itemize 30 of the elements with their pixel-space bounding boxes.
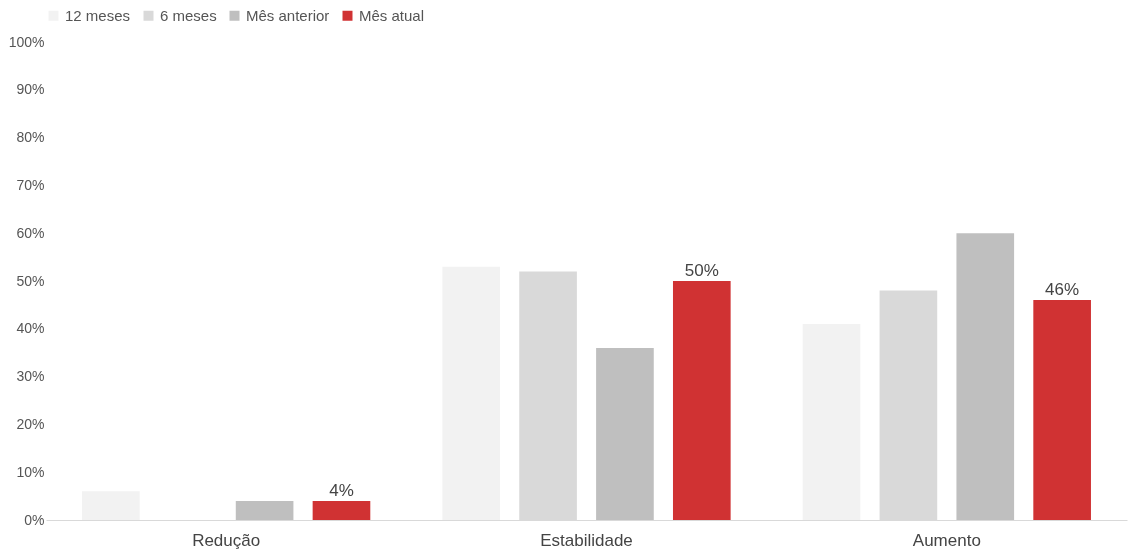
data-label: 4% [329, 480, 354, 500]
y-tick-label: 80% [16, 129, 45, 146]
y-tick-label: 10% [16, 463, 45, 480]
bar [596, 347, 654, 520]
bar [672, 281, 731, 520]
bar [956, 233, 1015, 520]
y-tick-label: 100% [8, 33, 45, 50]
bar [1033, 300, 1091, 520]
y-tick-label: 90% [16, 81, 45, 98]
data-label: 46% [1045, 280, 1080, 300]
bar [312, 500, 371, 520]
y-tick-label: 60% [16, 224, 45, 241]
y-tick-label: 70% [16, 176, 45, 193]
legend-label: Mês anterior [246, 6, 330, 24]
legend-label: 6 meses [160, 6, 217, 24]
x-tick-label: Aumento [912, 530, 981, 550]
data-label: 50% [684, 261, 719, 280]
bar [82, 491, 140, 520]
y-tick-label: 50% [16, 272, 45, 289]
y-tick-label: 40% [16, 320, 45, 337]
bar [442, 266, 501, 520]
legend-label: 12 meses [65, 6, 131, 24]
bar [235, 500, 294, 520]
x-tick-label: Redução [192, 530, 261, 550]
legend-label: Mês atual [359, 6, 425, 24]
y-tick-label: 0% [24, 511, 45, 528]
y-tick-label: 30% [16, 368, 45, 385]
bar [802, 324, 861, 520]
x-tick-label: Estabilidade [540, 530, 633, 550]
y-tick-label: 20% [16, 415, 45, 432]
